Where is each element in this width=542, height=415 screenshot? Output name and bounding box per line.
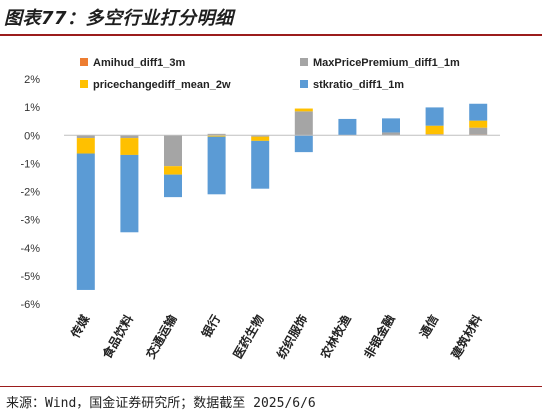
bar-stkratio_diff1_1m — [120, 154, 139, 233]
bar-stkratio_diff1_1m — [164, 174, 182, 198]
bar-stkratio_diff1_1m — [251, 140, 270, 189]
x-category-label: 食品饮料 — [98, 312, 135, 362]
bar-pricechangediff_mean_2w — [469, 120, 488, 128]
y-tick-label: -1% — [20, 158, 40, 170]
bar-MaxPricePremium_diff1_1m — [120, 135, 139, 139]
legend-label-pricechangediff_mean_2w: pricechangediff_mean_2w — [93, 79, 231, 91]
legend: Amihud_diff1_3m MaxPricePremium_diff1_1mp… — [80, 57, 460, 91]
bar-MaxPricePremium_diff1_1m — [294, 111, 313, 136]
bar-stkratio_diff1_1m — [76, 153, 95, 290]
bar-MaxPricePremium_diff1_1m — [251, 135, 270, 137]
bar-pricechangediff_mean_2w — [425, 125, 444, 135]
bar-stkratio_diff1_1m — [382, 118, 400, 133]
bar-MaxPricePremium_diff1_1m — [425, 134, 444, 135]
x-category-label: 银行 — [198, 312, 223, 340]
title-divider — [0, 34, 542, 36]
bar-MaxPricePremium_diff1_1m — [207, 133, 226, 136]
bar-pricechangediff_mean_2w — [294, 108, 313, 112]
bar-stkratio_diff1_1m — [425, 107, 444, 126]
bar-stkratio_diff1_1m — [338, 118, 357, 136]
bar-MaxPricePremium_diff1_1m — [164, 135, 182, 167]
legend-swatch-Amihud_diff1_3m — [80, 58, 88, 66]
x-category-label: 农林牧渔 — [316, 312, 353, 362]
x-category-label: 医药生物 — [230, 312, 267, 361]
y-tick-label: 2% — [24, 74, 40, 86]
bar-MaxPricePremium_diff1_1m — [469, 127, 488, 135]
y-tick-label: -5% — [20, 271, 40, 283]
bar-MaxPricePremium_diff1_1m — [382, 132, 400, 136]
legend-swatch-MaxPricePremium_diff1_1m — [300, 58, 308, 66]
bar-stkratio_diff1_1m — [207, 136, 226, 195]
bar-pricechangediff_mean_2w — [120, 138, 139, 155]
chart-title: 图表77：多空行业打分明细 — [4, 8, 234, 29]
x-category-label: 传媒 — [67, 311, 93, 341]
x-category-label: 通信 — [416, 312, 441, 340]
y-tick-label: -3% — [20, 215, 40, 227]
bar-pricechangediff_mean_2w — [207, 135, 226, 137]
bars — [76, 103, 488, 290]
legend-label-MaxPricePremium_diff1_1m: MaxPricePremium_diff1_1m — [313, 57, 460, 69]
legend-swatch-stkratio_diff1_1m — [300, 80, 308, 88]
y-axis: 2% 1% 0% -1% -2% -3% -4% -5% -6% — [20, 74, 40, 311]
y-tick-label: -4% — [20, 243, 40, 255]
footer-divider — [0, 386, 542, 387]
bar-pricechangediff_mean_2w — [251, 136, 270, 141]
x-category-label: 交通运输 — [143, 311, 180, 361]
bar-pricechangediff_mean_2w — [76, 138, 95, 154]
x-category-label: 非银金融 — [361, 312, 398, 361]
bar-stkratio_diff1_1m — [469, 103, 488, 121]
bar-pricechangediff_mean_2w — [164, 166, 182, 175]
y-tick-label: 1% — [24, 102, 40, 114]
legend-swatch-pricechangediff_mean_2w — [80, 80, 88, 88]
legend-label-stkratio_diff1_1m: stkratio_diff1_1m — [313, 79, 404, 91]
y-tick-label: -6% — [20, 299, 40, 311]
source-note: 来源：Wind，国金证券研究所；数据截至 2025/6/6 — [6, 396, 316, 411]
stacked-bar-chart: Amihud_diff1_3m MaxPricePremium_diff1_1mp… — [20, 57, 500, 362]
bar-stkratio_diff1_1m — [294, 135, 313, 153]
y-tick-label: -2% — [20, 187, 40, 199]
x-category-label: 纺织服饰 — [273, 312, 310, 361]
y-tick-label: 0% — [24, 130, 40, 142]
legend-label-Amihud_diff1_3m: Amihud_diff1_3m — [93, 57, 186, 69]
bar-MaxPricePremium_diff1_1m — [76, 135, 95, 139]
x-category-label: 建筑材料 — [447, 312, 484, 362]
